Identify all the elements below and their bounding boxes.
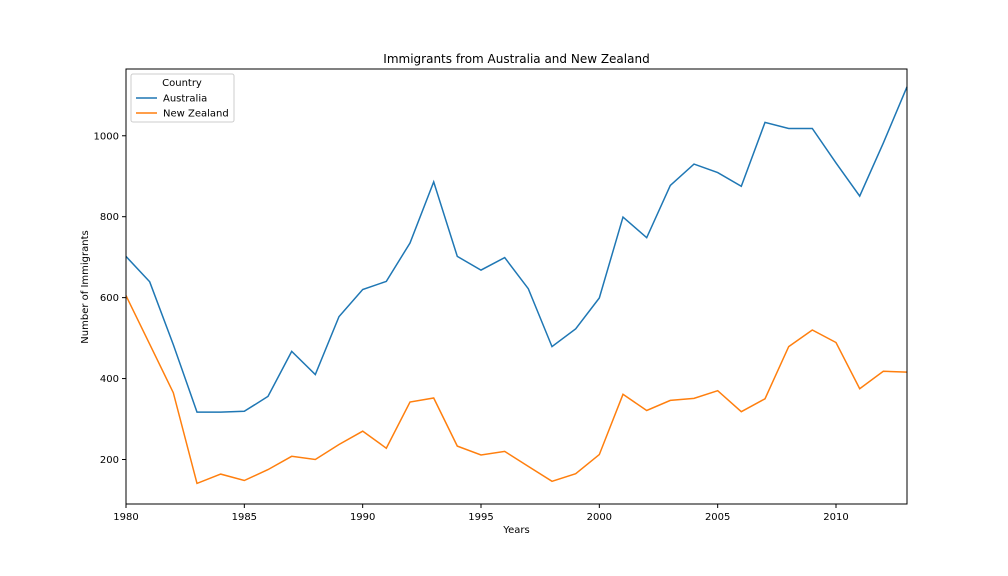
y-tick-label: 1000	[94, 131, 119, 142]
x-tick-label: 1990	[350, 512, 375, 523]
series-line-australia	[125, 86, 908, 413]
plot-frame	[125, 68, 908, 505]
legend-box	[130, 73, 235, 123]
x-tick-label: 1980	[113, 512, 138, 523]
x-tick-label: 1985	[232, 512, 257, 523]
y-tick-label: 600	[100, 293, 119, 304]
axes: 1980 1985 1990 1995 2000 2005 2010 200 400 600 800…	[94, 68, 908, 523]
y-tick-label: 800	[100, 212, 119, 223]
plot-area	[125, 86, 908, 485]
y-axis-title: Number of Immigrants	[80, 230, 91, 343]
x-axis-title: Years	[502, 525, 529, 536]
legend: Country Australia New Zealand	[130, 73, 235, 123]
legend-entry-label: Australia	[163, 94, 207, 105]
x-tick-label: 2010	[823, 512, 848, 523]
y-tick-label: 200	[100, 455, 119, 466]
y-tick-label: 400	[100, 374, 119, 385]
series-line-new-zealand	[125, 295, 908, 485]
x-tick-label: 2000	[587, 512, 612, 523]
legend-title: Country	[162, 78, 202, 89]
chart-title: Immigrants from Australia and New Zealan…	[383, 52, 649, 66]
x-tick-label: 2005	[705, 512, 730, 523]
x-tick-label: 1995	[468, 512, 493, 523]
legend-entry-label: New Zealand	[163, 109, 229, 120]
